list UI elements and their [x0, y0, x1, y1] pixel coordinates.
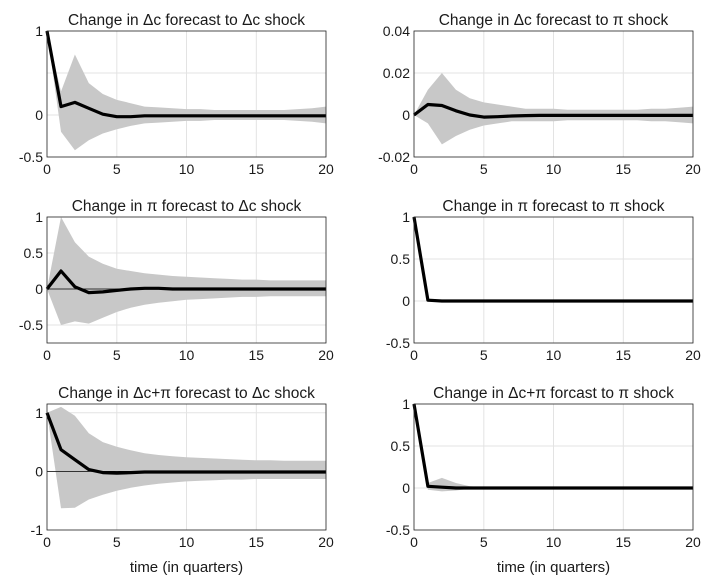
y-tick-label: 1 — [35, 209, 43, 225]
x-tick-label: 15 — [249, 534, 265, 550]
response-line — [413, 102, 693, 119]
y-tick-label: 1 — [402, 209, 410, 225]
y-tick-label: 0 — [402, 480, 410, 496]
x-tick-label: 20 — [685, 534, 701, 550]
confidence-band — [414, 404, 693, 492]
axes-box — [413, 30, 694, 158]
x-tick-label: 15 — [616, 161, 632, 177]
x-tick-label: 20 — [685, 347, 701, 363]
x-tick-label: 0 — [43, 534, 51, 550]
confidence-band — [47, 31, 326, 151]
panel-title: Change in π forecast to π shock — [442, 198, 664, 215]
response-line — [45, 30, 326, 119]
x-tick-label: 5 — [480, 534, 488, 550]
x-tick-label: 0 — [410, 534, 418, 550]
x-tick-label: 15 — [249, 161, 265, 177]
y-tick-label: 0.04 — [383, 23, 410, 39]
response-line — [45, 412, 326, 475]
confidence-band — [414, 73, 693, 145]
x-tick-label: 5 — [113, 534, 121, 550]
y-tick-label: 1 — [402, 396, 410, 412]
x-tick-label: 10 — [179, 161, 195, 177]
response-line — [412, 403, 693, 490]
x-tick-label: 15 — [616, 534, 632, 550]
x-tick-label: 10 — [179, 347, 195, 363]
y-tick-label: -0.5 — [386, 335, 410, 351]
axes-box — [46, 403, 327, 531]
y-tick-label: 0.5 — [391, 438, 411, 454]
y-tick-label: -0.02 — [378, 149, 410, 165]
x-tick-label: 10 — [546, 161, 562, 177]
y-tick-label: 0.02 — [383, 65, 410, 81]
x-tick-label: 0 — [410, 161, 418, 177]
y-tick-label: -0.5 — [19, 317, 43, 333]
response-line — [45, 269, 326, 295]
x-tick-label: 20 — [318, 347, 334, 363]
x-tick-label: 20 — [318, 161, 334, 177]
x-tick-label: 20 — [685, 161, 701, 177]
axes-box — [46, 30, 327, 158]
x-tick-label: 10 — [546, 534, 562, 550]
axes-box — [46, 216, 327, 344]
y-tick-label: 0.5 — [24, 245, 44, 261]
x-tick-label: 10 — [179, 534, 195, 550]
x-tick-label: 20 — [318, 534, 334, 550]
panel-title: Change in Δc forecast to π shock — [439, 12, 669, 29]
x-tick-label: 5 — [113, 347, 121, 363]
confidence-band — [47, 217, 326, 325]
x-tick-label: 10 — [546, 347, 562, 363]
x-tick-label: 15 — [616, 347, 632, 363]
y-tick-label: 0 — [35, 463, 43, 479]
y-tick-label: 1 — [35, 405, 43, 421]
panel-title: Change in Δc forecast to Δc shock — [68, 12, 305, 29]
axes-box — [413, 216, 694, 344]
x-tick-label: 15 — [249, 347, 265, 363]
y-tick-label: -0.5 — [386, 522, 410, 538]
y-tick-label: 0.5 — [391, 251, 411, 267]
x-tick-label: 5 — [113, 161, 121, 177]
x-tick-label: 5 — [480, 161, 488, 177]
x-tick-label: 0 — [43, 347, 51, 363]
y-tick-label: 0 — [35, 281, 43, 297]
panel-title: Change in π forecast to Δc shock — [72, 198, 302, 215]
y-tick-label: 0 — [35, 107, 43, 123]
confidence-band — [47, 406, 326, 509]
y-tick-label: -0.5 — [19, 149, 43, 165]
x-tick-label: 5 — [480, 347, 488, 363]
y-tick-label: 0 — [402, 107, 410, 123]
panel-title: Change in Δc+π forcast to π shock — [433, 385, 674, 402]
panel-title: Change in Δc+π forecast to Δc shock — [58, 385, 315, 402]
x-tick-label: 0 — [410, 347, 418, 363]
response-line — [412, 216, 693, 303]
x-axis-label: time (in quarters) — [497, 559, 610, 576]
axes-box — [413, 403, 694, 531]
x-tick-label: 0 — [43, 161, 51, 177]
y-tick-label: 0 — [402, 293, 410, 309]
y-tick-label: -1 — [31, 522, 44, 538]
y-tick-label: 1 — [35, 23, 43, 39]
x-axis-label: time (in quarters) — [130, 559, 243, 576]
